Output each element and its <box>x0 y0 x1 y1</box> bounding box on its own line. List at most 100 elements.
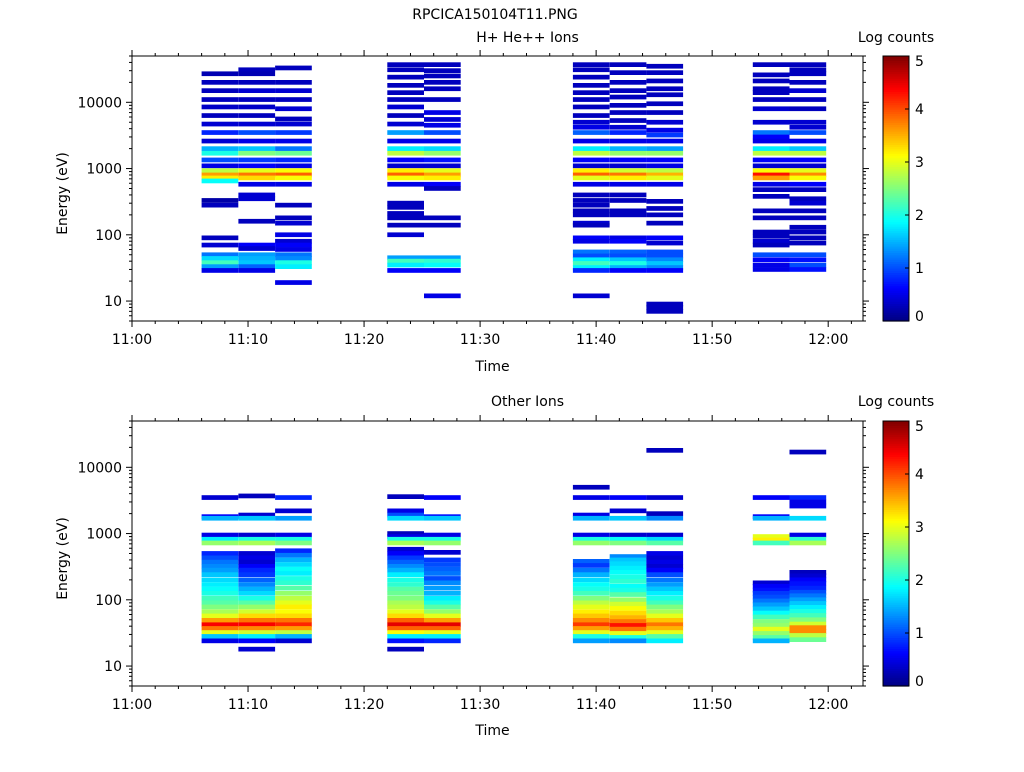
colorbar-segment <box>883 538 909 541</box>
colorbar-segment <box>883 290 909 293</box>
heatmap-cell <box>238 536 276 542</box>
heatmap-cell <box>609 130 647 135</box>
heatmap-cell <box>424 68 461 73</box>
heatmap-cell <box>201 202 239 208</box>
heatmap-cell <box>646 305 684 310</box>
heatmap-cell <box>424 97 461 102</box>
heatmap-cell <box>609 70 647 75</box>
heatmap-cell <box>387 609 424 615</box>
heatmap-cell <box>752 606 790 612</box>
heatmap-cell <box>789 585 827 591</box>
heatmap-cell <box>572 222 610 228</box>
heatmap-cell <box>646 175 684 181</box>
heatmap-cell <box>238 146 276 151</box>
heatmap-cell <box>387 559 424 565</box>
heatmap-cell <box>238 218 276 224</box>
heatmap-cell <box>201 150 239 156</box>
colorbar-segment <box>883 128 909 132</box>
colorbar-segment <box>883 515 909 519</box>
colorbar-segment <box>883 438 909 442</box>
heatmap-cell <box>752 134 790 140</box>
heatmap-cell <box>646 92 684 98</box>
heatmap-cell <box>609 606 647 611</box>
heatmap-cell <box>201 577 239 583</box>
heatmap-cell <box>572 586 610 592</box>
heatmap-cell <box>609 638 647 644</box>
heatmap-cell <box>646 86 684 92</box>
heatmap-cell <box>572 97 610 102</box>
heatmap-cell <box>424 566 461 572</box>
heatmap-cell <box>387 172 424 178</box>
heatmap-cell <box>238 242 276 248</box>
heatmap-cell <box>609 265 647 270</box>
colorbar-segment <box>883 139 909 143</box>
heatmap-cell <box>752 172 790 178</box>
heatmap-cell <box>609 157 647 163</box>
colorbar-segment <box>883 577 909 581</box>
heatmap-cell <box>646 168 684 173</box>
colorbar-segment <box>883 551 909 555</box>
heatmap-cell <box>238 252 276 258</box>
heatmap-cell <box>572 512 610 518</box>
heatmap-cell <box>424 562 461 567</box>
heatmap-cell <box>201 582 239 587</box>
heatmap-cell <box>572 181 610 187</box>
heatmap-cell <box>201 515 239 521</box>
heatmap-cell <box>789 124 827 130</box>
colorbar-segment <box>883 646 909 650</box>
heatmap-cell <box>424 175 461 181</box>
x-tick-label: 11:10 <box>228 332 268 348</box>
colorbar-segment <box>883 95 909 99</box>
heatmap-cell <box>609 138 647 144</box>
heatmap-cell <box>572 249 610 255</box>
heatmap-cell <box>387 604 424 610</box>
colorbar-segment <box>883 155 909 159</box>
heatmap-cell <box>201 80 239 85</box>
heatmap-cell <box>789 633 827 638</box>
colorbar-segment <box>883 201 909 205</box>
heatmap-cell <box>752 594 790 600</box>
colorbar-segment <box>883 312 909 315</box>
colorbar-segment <box>883 566 909 570</box>
heatmap-cell <box>646 157 684 163</box>
panel1-x-axis-label: Time <box>474 359 509 375</box>
heatmap-cell <box>275 116 312 122</box>
heatmap-cell <box>201 564 239 569</box>
colorbar-segment <box>883 564 909 568</box>
panel2-x-axis-label: Time <box>474 723 509 739</box>
heatmap-cell <box>275 596 312 601</box>
heatmap-cell <box>646 257 684 263</box>
colorbar-segment <box>883 663 909 667</box>
colorbar-segment <box>883 496 909 499</box>
colorbar-segment <box>883 544 909 548</box>
colorbar-segment <box>883 186 909 190</box>
heatmap-cell <box>424 268 461 273</box>
heatmap-cell <box>201 157 239 163</box>
heatmap-cell <box>238 626 276 631</box>
figure-title: RPCICA150104T11.PNG <box>412 7 577 23</box>
heatmap-cell <box>275 232 312 238</box>
colorbar-segment <box>883 674 909 678</box>
colorbar-segment <box>883 588 909 592</box>
colorbar-segment <box>883 86 909 90</box>
colorbar-segment <box>883 137 909 141</box>
heatmap-cell <box>609 163 647 169</box>
heatmap-cell <box>646 220 684 226</box>
heatmap-cell <box>238 172 276 178</box>
heatmap-cell <box>789 577 827 583</box>
heatmap-cell <box>424 138 461 144</box>
heatmap-cell <box>752 175 790 181</box>
colorbar-segment <box>883 75 909 79</box>
colorbar-segment <box>883 679 909 683</box>
y-tick-label: 10000 <box>77 460 122 476</box>
heatmap-cell <box>238 564 276 569</box>
heatmap-cell <box>646 600 684 606</box>
colorbar-segment <box>883 157 909 161</box>
colorbar-segment <box>883 520 909 524</box>
heatmap-cell <box>424 630 461 635</box>
heatmap-cell <box>572 596 610 601</box>
heatmap-cell <box>752 72 790 78</box>
heatmap-cell <box>609 597 647 603</box>
heatmap-cell <box>609 554 647 559</box>
heatmap-cell <box>424 550 461 555</box>
